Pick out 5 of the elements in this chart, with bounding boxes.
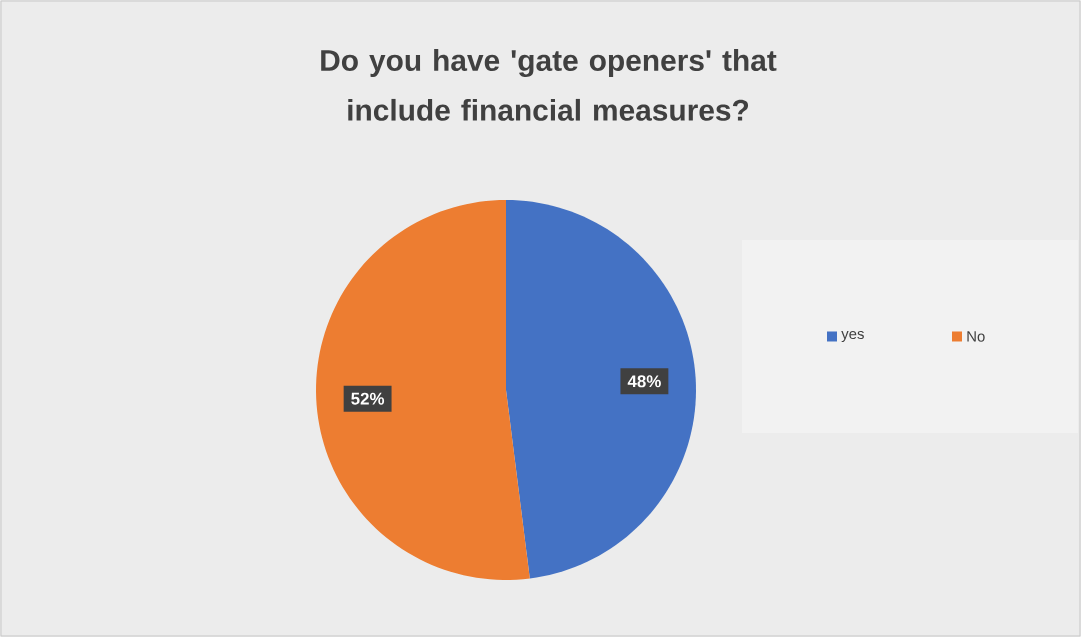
legend-label: yes (841, 330, 864, 343)
chart-title: Do you have 'gate openers' that include financial measures? (321, 49, 777, 121)
data-label: 52% (351, 392, 385, 405)
data-label: 48% (627, 375, 661, 388)
legend-label: No (967, 331, 985, 342)
